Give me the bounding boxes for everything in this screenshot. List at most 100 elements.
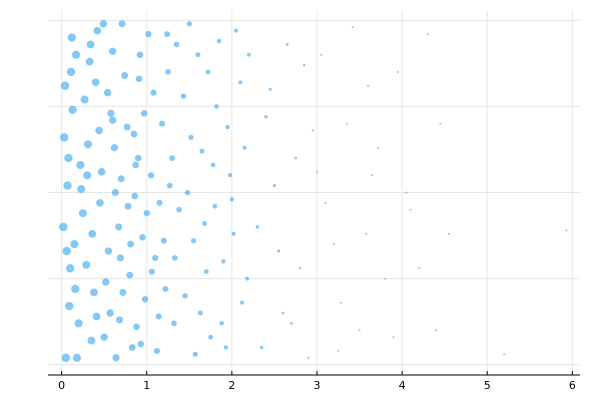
point <box>219 321 224 326</box>
point <box>152 254 159 262</box>
x-tick-label: 1 <box>143 379 150 392</box>
point <box>100 333 108 341</box>
point <box>214 104 219 109</box>
point <box>127 240 134 248</box>
point <box>333 243 336 246</box>
point <box>392 336 395 339</box>
point <box>184 189 191 196</box>
point <box>148 268 155 275</box>
point <box>140 110 148 117</box>
x-tick-label: 6 <box>569 379 576 392</box>
point <box>61 353 71 363</box>
point <box>203 269 209 275</box>
x-tick-label: 0 <box>58 379 65 392</box>
point <box>72 353 82 362</box>
point <box>238 80 243 85</box>
point <box>109 116 117 124</box>
point <box>169 155 176 161</box>
point <box>131 192 139 200</box>
point <box>272 184 276 188</box>
point <box>91 78 100 87</box>
point <box>147 172 155 179</box>
point <box>223 345 229 350</box>
point <box>62 246 71 256</box>
point <box>103 88 112 97</box>
point <box>74 319 83 328</box>
point <box>221 259 226 264</box>
point <box>277 249 281 253</box>
point <box>298 267 302 270</box>
point <box>216 38 222 44</box>
point <box>86 40 95 49</box>
point <box>205 69 211 75</box>
point <box>156 199 163 206</box>
point <box>59 222 68 232</box>
point <box>93 26 102 35</box>
point <box>405 191 408 194</box>
point <box>126 271 134 279</box>
point <box>133 323 140 331</box>
x-tick-label: 5 <box>484 379 491 392</box>
point <box>229 197 234 202</box>
point <box>242 145 247 150</box>
point <box>110 144 119 152</box>
point <box>311 129 314 132</box>
point <box>111 188 119 197</box>
point <box>60 81 70 91</box>
point <box>119 288 127 296</box>
point <box>96 199 104 207</box>
point <box>134 154 142 162</box>
point <box>70 240 79 249</box>
point <box>339 301 342 304</box>
point <box>435 329 438 332</box>
point <box>104 247 113 255</box>
point <box>303 63 306 67</box>
point <box>82 260 91 269</box>
point <box>123 123 131 131</box>
point <box>85 57 94 66</box>
point <box>171 255 178 261</box>
point <box>188 134 194 141</box>
point <box>439 122 442 125</box>
point <box>447 232 450 235</box>
point <box>84 140 92 149</box>
point <box>197 310 203 316</box>
point <box>503 353 506 356</box>
point <box>97 168 106 176</box>
point <box>192 351 198 357</box>
point <box>106 309 114 317</box>
point <box>426 33 429 36</box>
point <box>118 20 126 28</box>
point <box>155 313 162 320</box>
point <box>135 75 143 83</box>
point <box>255 225 260 229</box>
point <box>153 347 161 354</box>
point <box>137 340 145 348</box>
point <box>107 109 115 117</box>
point <box>159 120 166 127</box>
point <box>128 344 136 351</box>
point <box>121 71 129 79</box>
point <box>371 174 374 177</box>
point <box>180 93 187 99</box>
point <box>259 345 264 350</box>
point <box>88 229 97 238</box>
point <box>268 87 272 91</box>
point <box>195 52 201 58</box>
point <box>150 89 157 96</box>
point <box>264 115 268 119</box>
point <box>80 95 89 104</box>
point <box>345 122 348 125</box>
point <box>109 47 117 55</box>
point <box>92 312 101 321</box>
point <box>212 203 218 209</box>
point <box>285 43 289 46</box>
point <box>66 67 76 77</box>
point <box>171 320 177 327</box>
point <box>102 278 110 286</box>
point <box>190 238 197 244</box>
point <box>307 356 310 359</box>
point <box>65 264 75 273</box>
point <box>64 153 73 163</box>
